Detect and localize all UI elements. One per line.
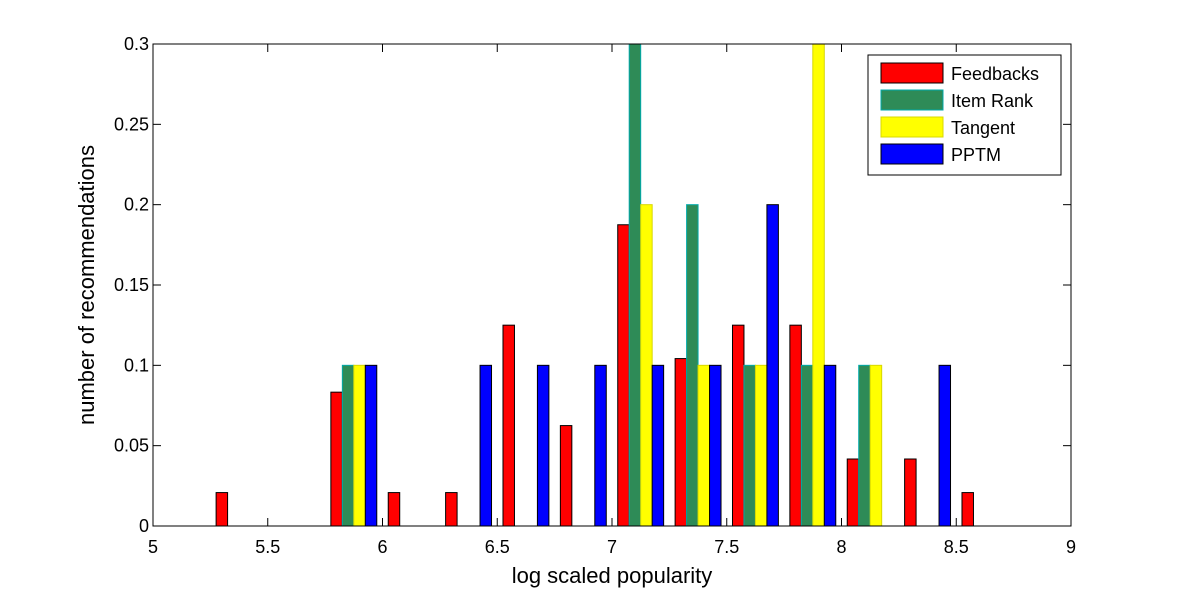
bar-item-rank-10: [743, 364, 756, 527]
bar-pptm-13: [938, 364, 952, 527]
legend-swatch-item-rank: [880, 89, 944, 111]
bar-pptm-3: [364, 364, 378, 527]
bar-feedbacks-9: [674, 358, 688, 527]
x-tick-label: 7: [607, 537, 617, 557]
bar-feedbacks-8: [617, 224, 630, 527]
bar-tangent-8: [640, 204, 653, 527]
x-tick-label: 9: [1066, 537, 1076, 557]
bar-tangent-10: [754, 364, 768, 527]
bar-feedbacks-7: [559, 425, 573, 527]
legend-swatch-feedbacks: [880, 62, 944, 84]
bar-tangent-3: [353, 364, 366, 527]
legend-swatch-tangent: [880, 116, 944, 138]
legend-label-pptm: PPTM: [951, 145, 1001, 165]
y-axis-label: number of recommendations: [74, 145, 99, 425]
y-tick-label: 0.05: [114, 436, 149, 456]
bar-item-rank-3: [341, 364, 355, 527]
x-tick-label: 6: [377, 537, 387, 557]
bar-pptm-9: [709, 364, 722, 527]
legend-swatch-pptm: [880, 143, 944, 165]
x-axis-label: log scaled popularity: [512, 563, 713, 588]
bar-pptm-7: [594, 364, 607, 527]
bar-item-rank-8: [628, 43, 642, 527]
bar-feedbacks-3: [330, 391, 343, 527]
bar-pptm-8: [651, 364, 665, 527]
bar-item-rank-9: [686, 204, 699, 527]
x-tick-label: 7.5: [714, 537, 739, 557]
y-axis: 0 0.05 0.1 0.15 0.2 0.25 0.3: [114, 34, 1071, 536]
y-tick-label: 0.2: [124, 195, 149, 215]
bar-feedbacks-4: [387, 492, 401, 527]
bar-feedbacks-11: [789, 324, 802, 527]
y-tick-label: 0: [139, 516, 149, 536]
legend-label-item-rank: Item Rank: [951, 91, 1034, 111]
bar-tangent-12: [869, 364, 883, 527]
bar-pptm-11: [823, 364, 837, 527]
legend-label-tangent: Tangent: [951, 118, 1015, 138]
bar-feedbacks-12: [846, 458, 860, 527]
bar-feedbacks-13: [904, 458, 917, 527]
bar-feedbacks-10: [731, 324, 745, 527]
x-tick-label: 5: [148, 537, 158, 557]
bar-feedbacks-14: [961, 492, 974, 527]
y-tick-label: 0.1: [124, 355, 149, 375]
x-tick-label: 8: [836, 537, 846, 557]
legend-label-feedbacks: Feedbacks: [951, 64, 1039, 84]
bar-pptm-10: [766, 204, 779, 527]
bar-item-rank-12: [858, 364, 871, 527]
bars-group: [215, 43, 974, 527]
bar-feedbacks-5: [445, 492, 458, 527]
bar-pptm-5: [479, 364, 493, 527]
bar-feedbacks-6: [502, 324, 515, 527]
y-tick-label: 0.25: [114, 114, 149, 134]
bar-feedbacks-1: [215, 492, 229, 527]
bar-tangent-11: [812, 43, 825, 527]
y-tick-label: 0.3: [124, 34, 149, 54]
bar-pptm-6: [536, 364, 550, 527]
bar-item-rank-11: [800, 364, 814, 527]
x-axis: 5 5.5 6 6.5 7 7.5 8 8.5 9: [148, 44, 1076, 557]
bar-tangent-9: [697, 364, 711, 527]
x-tick-label: 8.5: [944, 537, 969, 557]
legend: Feedbacks Item Rank Tangent PPTM: [867, 54, 1062, 176]
y-tick-label: 0.15: [114, 275, 149, 295]
x-tick-label: 6.5: [485, 537, 510, 557]
x-tick-label: 5.5: [255, 537, 280, 557]
